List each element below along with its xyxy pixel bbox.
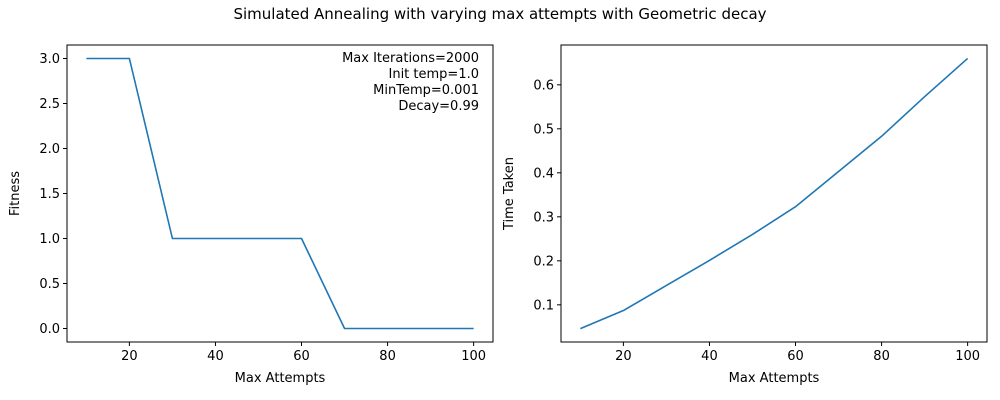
y-tick-label: 0.2 bbox=[533, 254, 554, 269]
x-tick-label: 40 bbox=[701, 349, 718, 364]
axes-frame bbox=[560, 44, 988, 343]
y-tick-label: 0.4 bbox=[533, 166, 554, 181]
y-tick-label: 3.0 bbox=[39, 52, 60, 67]
y-tick-label: 2.0 bbox=[39, 142, 60, 157]
annotation-text: MinTemp=0.001 bbox=[373, 83, 479, 98]
annotation-text: Max Iterations=2000 bbox=[342, 51, 479, 66]
x-tick-label: 20 bbox=[121, 349, 138, 364]
y-tick-label: 0.3 bbox=[533, 210, 554, 225]
series-line-1 bbox=[580, 57, 969, 330]
subplot-1: 20 40 60 80 100 0.0 0.5 1.0 1.5 2.0 2.5 3.0 Max Atte… bbox=[8, 44, 494, 386]
y-tick-label: 0.5 bbox=[39, 277, 60, 292]
y-axis-label: Fitness bbox=[8, 171, 23, 216]
x-tick-label: 60 bbox=[293, 349, 310, 364]
x-tick-label: 40 bbox=[207, 349, 224, 364]
x-axis-label: Max Attempts bbox=[235, 371, 326, 386]
annotation-text: Decay=0.99 bbox=[398, 99, 479, 114]
y-tick-label: 1.5 bbox=[39, 187, 60, 202]
x-tick-label: 80 bbox=[873, 349, 890, 364]
x-tick-label: 100 bbox=[955, 349, 980, 364]
figure-title: Simulated Annealing with varying max att… bbox=[233, 5, 767, 23]
y-tick-label: 0.0 bbox=[39, 322, 60, 337]
x-tick-label: 100 bbox=[461, 349, 486, 364]
x-tick-label: 20 bbox=[615, 349, 632, 364]
series-line-1 bbox=[86, 57, 474, 330]
subplot-2: 20 40 60 80 100 0.1 0.2 0.3 0.4 0.5 0.6 Max Attempt… bbox=[502, 44, 988, 386]
y-tick-label: 0.6 bbox=[533, 78, 554, 93]
y-tick-label: 0.5 bbox=[533, 122, 554, 137]
y-tick-label: 2.5 bbox=[39, 97, 60, 112]
y-axis-label: Time Taken bbox=[502, 157, 517, 231]
y-tick-label: 1.0 bbox=[39, 232, 60, 247]
y-tick-label: 0.1 bbox=[533, 298, 554, 313]
x-tick-label: 80 bbox=[379, 349, 396, 364]
annotation-text: Init temp=1.0 bbox=[389, 67, 480, 82]
x-tick-label: 60 bbox=[787, 349, 804, 364]
x-axis-label: Max Attempts bbox=[729, 371, 820, 386]
